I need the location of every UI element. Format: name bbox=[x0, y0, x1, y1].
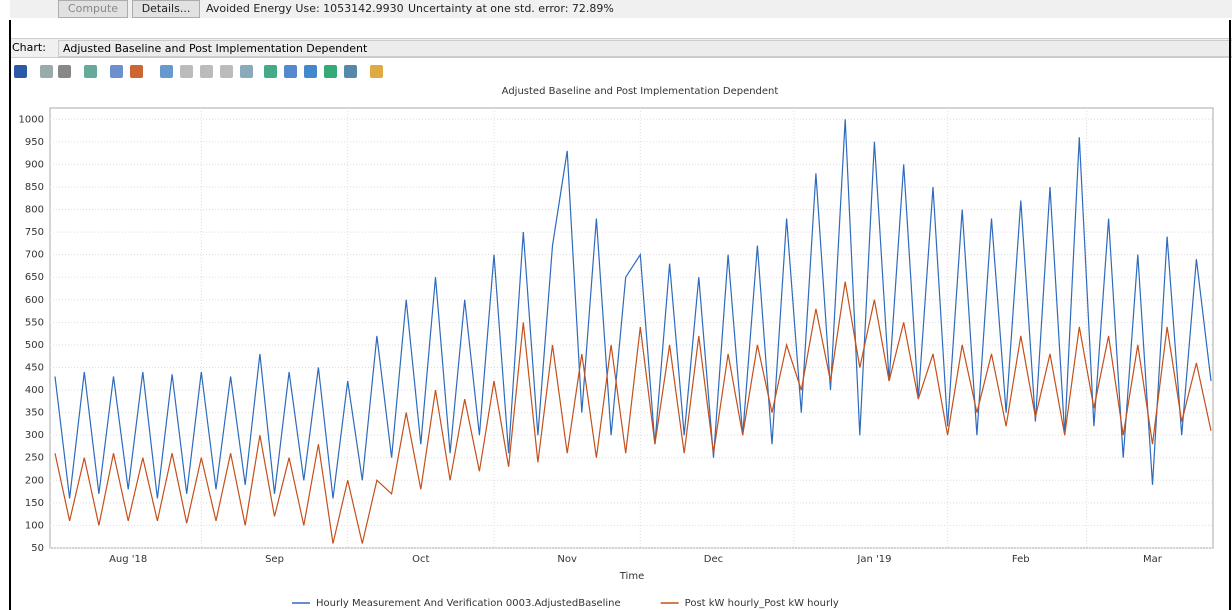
x-tick-label: Mar bbox=[1143, 554, 1163, 565]
legend-label: Hourly Measurement And Verification 0003… bbox=[316, 598, 621, 609]
icon[interactable] bbox=[264, 65, 277, 78]
y-tick-label: 500 bbox=[25, 340, 44, 351]
y-tick-label: 400 bbox=[25, 385, 44, 396]
details-button[interactable]: Details... bbox=[132, 0, 200, 18]
x-tick-label: Feb bbox=[1012, 554, 1030, 565]
y-tick-label: 900 bbox=[25, 159, 44, 170]
icon[interactable] bbox=[324, 65, 337, 78]
icon[interactable] bbox=[110, 65, 123, 78]
x-tick-label: Jan '19 bbox=[856, 554, 891, 565]
icon[interactable] bbox=[58, 65, 71, 78]
icon[interactable] bbox=[344, 65, 357, 78]
x-tick-label: Dec bbox=[704, 554, 723, 565]
compute-button[interactable]: Compute bbox=[58, 0, 128, 18]
x-tick-label: Sep bbox=[265, 554, 284, 565]
y-tick-label: 450 bbox=[25, 362, 44, 373]
x-tick-label: Nov bbox=[557, 554, 577, 565]
icon[interactable] bbox=[370, 65, 383, 78]
y-tick-label: 300 bbox=[25, 430, 44, 441]
chart-title: Adjusted Baseline and Post Implementatio… bbox=[502, 86, 779, 97]
icon[interactable] bbox=[160, 65, 173, 78]
toolbar: Compute Details... Avoided Energy Use: 1… bbox=[10, 0, 1232, 18]
icon[interactable] bbox=[200, 65, 213, 78]
legend-label: Post kW hourly_Post kW hourly bbox=[685, 598, 839, 609]
chart-select[interactable]: Adjusted Baseline and Post Implementatio… bbox=[58, 40, 1232, 57]
y-tick-label: 750 bbox=[25, 227, 44, 238]
series-line bbox=[54, 119, 1212, 499]
y-tick-label: 100 bbox=[25, 520, 44, 531]
y-tick-label: 600 bbox=[25, 295, 44, 306]
icon[interactable] bbox=[84, 65, 97, 78]
y-tick-label: 550 bbox=[25, 317, 44, 328]
icon[interactable] bbox=[180, 65, 193, 78]
icon[interactable] bbox=[40, 65, 53, 78]
chart-selector-bar: Chart: Adjusted Baseline and Post Implem… bbox=[10, 38, 1232, 58]
y-tick-label: 200 bbox=[25, 475, 44, 486]
y-tick-label: 700 bbox=[25, 250, 44, 261]
icon[interactable] bbox=[304, 65, 317, 78]
y-tick-label: 950 bbox=[25, 137, 44, 148]
x-tick-label: Aug '18 bbox=[109, 554, 147, 565]
x-axis-label: Time bbox=[619, 571, 644, 582]
chart-label: Chart: bbox=[12, 41, 46, 54]
series-line bbox=[54, 281, 1212, 544]
y-tick-label: 150 bbox=[25, 498, 44, 509]
icon[interactable] bbox=[284, 65, 297, 78]
icon[interactable] bbox=[240, 65, 253, 78]
icon[interactable] bbox=[14, 65, 27, 78]
icon[interactable] bbox=[220, 65, 233, 78]
y-tick-label: 850 bbox=[25, 182, 44, 193]
x-tick-label: Oct bbox=[412, 554, 429, 565]
uncertainty: Uncertainty at one std. error: 72.89% bbox=[408, 2, 614, 15]
y-tick-label: 650 bbox=[25, 272, 44, 283]
avoided-energy: Avoided Energy Use: 1053142.9930 bbox=[206, 2, 404, 15]
plot-area bbox=[49, 107, 1214, 549]
y-tick-label: 350 bbox=[25, 408, 44, 419]
y-tick-label: 1000 bbox=[19, 114, 44, 125]
icon[interactable] bbox=[130, 65, 143, 78]
y-tick-label: 50 bbox=[31, 543, 44, 554]
y-tick-label: 250 bbox=[25, 453, 44, 464]
y-tick-label: 800 bbox=[25, 205, 44, 216]
